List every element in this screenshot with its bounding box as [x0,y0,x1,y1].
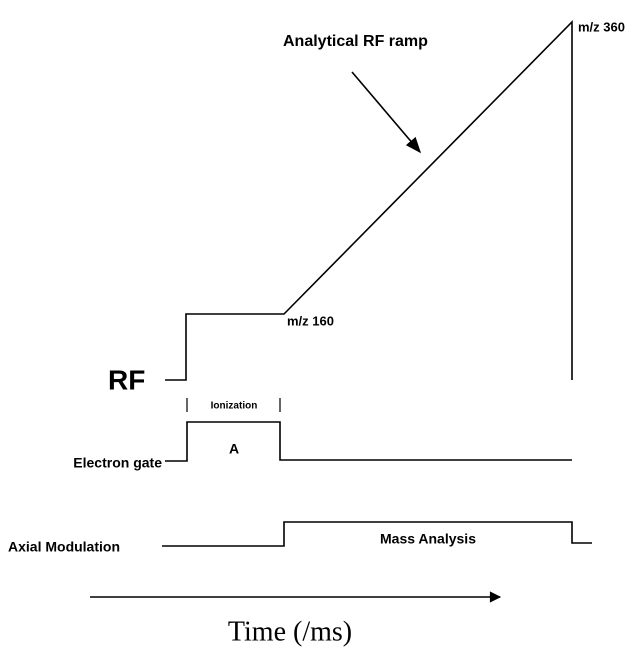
electron-gate-trace [165,421,572,462]
rf-label: RF [108,364,145,395]
period-label: A [229,441,239,457]
axial-modulation-label: Axial Modulation [8,539,120,555]
mz-low-label: m/z 160 [287,313,334,328]
ramp-pointer [351,71,422,154]
ionization-label: Ionization [211,401,258,412]
mass-analysis-label: Mass Analysis [380,531,476,547]
axial-modulation-trace [162,521,592,547]
electron-gate-label: Electron gate [73,455,162,471]
ramp-label: Analytical RF ramp [283,33,428,50]
time-axis-label: Time (/ms) [228,616,352,647]
mz-high-label: m/z 360 [578,19,625,34]
rf-trace [165,20,573,381]
